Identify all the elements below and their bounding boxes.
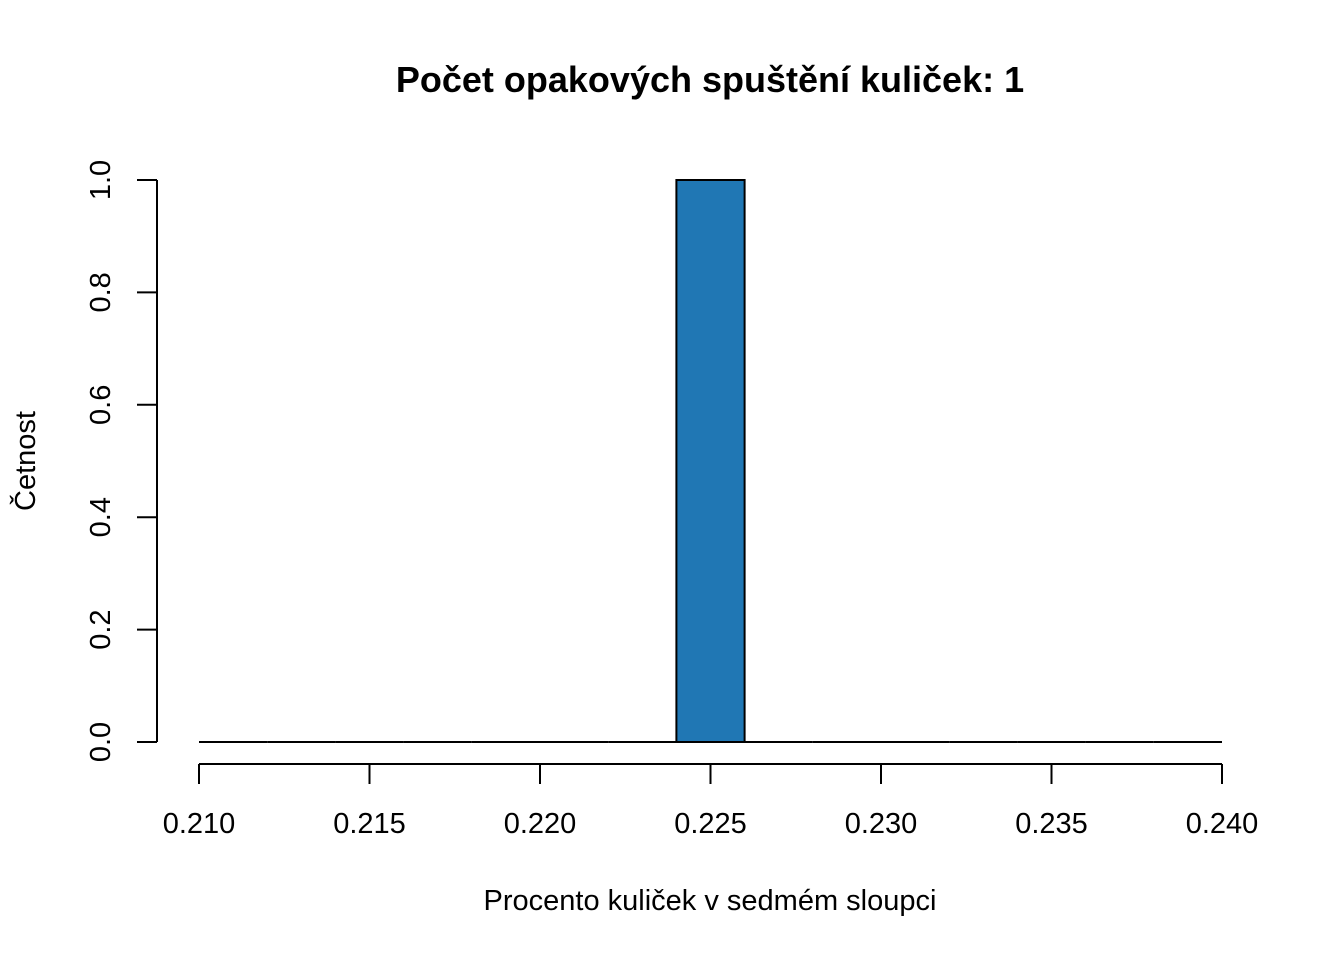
- x-tick-label: 0.220: [504, 808, 577, 840]
- chart-title: Počet opakových spuštění kuliček: 1: [396, 59, 1024, 100]
- y-axis-label: Četnost: [8, 411, 42, 511]
- y-tick-label: 0.0: [85, 722, 117, 762]
- x-tick-label: 0.225: [674, 808, 747, 840]
- x-tick-label: 0.215: [333, 808, 406, 840]
- bars-layer: [199, 179, 1222, 743]
- y-axis: 0.0 0.2 0.4 0.6 0.8 1.0: [85, 160, 158, 762]
- x-axis-label: Procento kuliček v sedmém sloupci: [484, 885, 937, 917]
- y-tick-label: 1.0: [85, 160, 117, 200]
- x-tick-label: 0.235: [1015, 808, 1088, 840]
- x-tick-label: 0.210: [163, 808, 236, 840]
- y-tick-label: 0.4: [85, 497, 117, 537]
- y-tick-label: 0.6: [85, 385, 117, 425]
- x-tick-label: 0.230: [845, 808, 918, 840]
- histogram-bar: [675, 179, 746, 743]
- x-tick-label: 0.240: [1186, 808, 1259, 840]
- y-tick-label: 0.2: [85, 609, 117, 649]
- y-tick-label: 0.8: [85, 272, 117, 312]
- x-axis: 0.210 0.215 0.220 0.225 0.230 0.235 0.240: [163, 763, 1259, 840]
